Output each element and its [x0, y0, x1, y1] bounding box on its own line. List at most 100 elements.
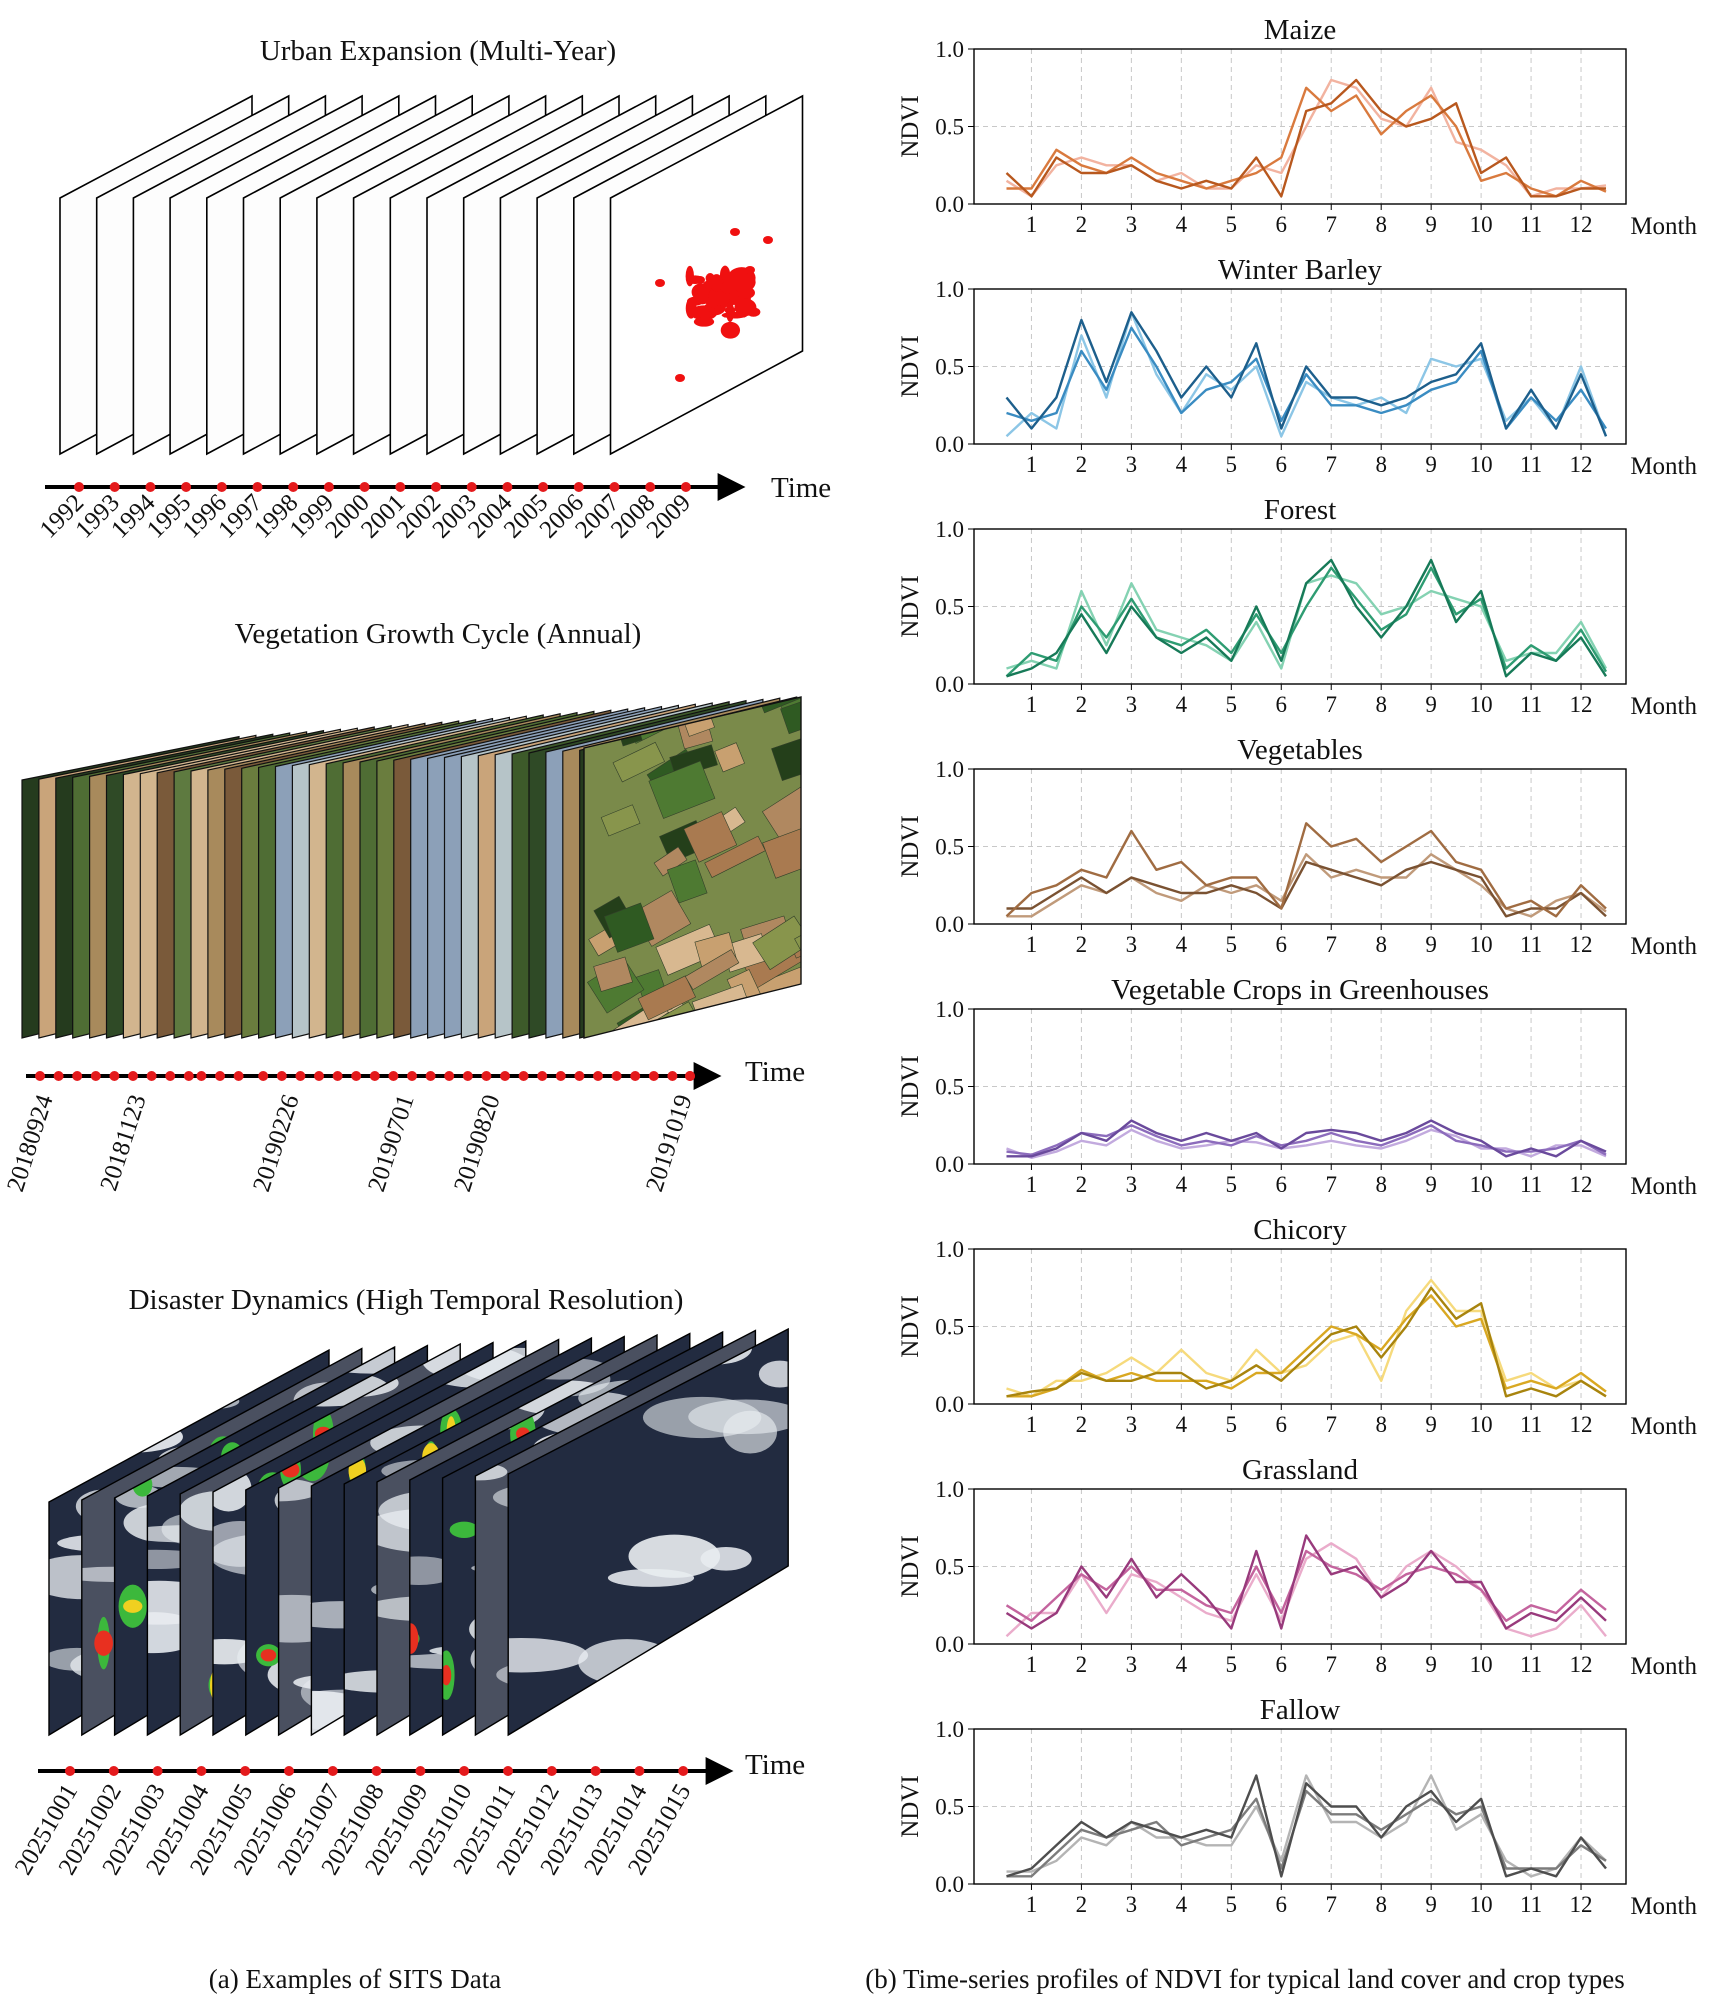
y-tick-label: 0.5	[935, 1555, 964, 1580]
plot-frame	[973, 288, 1627, 445]
plot-frame	[973, 528, 1627, 685]
time-dot	[276, 1071, 287, 1081]
time-dot	[196, 1071, 207, 1081]
storm-core	[143, 1347, 152, 1378]
time-dot	[53, 1071, 64, 1081]
time-dot	[371, 1766, 382, 1776]
y-tick-label: 0.5	[935, 1075, 964, 1100]
y-tick-label: 1.0	[935, 757, 964, 782]
chart-title: Winter Barley	[1218, 254, 1382, 286]
time-dot	[611, 1071, 622, 1081]
date-label: 20190820	[449, 1092, 506, 1195]
cloud	[663, 1636, 711, 1657]
time-dot	[415, 1766, 426, 1776]
chart-title: Forest	[1264, 494, 1337, 526]
time-dot	[680, 482, 691, 492]
x-tick-label: 11	[1520, 452, 1542, 477]
series-line	[1005, 311, 1608, 438]
plot-frame	[973, 1488, 1627, 1645]
series-line	[1006, 1774, 1607, 1878]
x-tick-label: 4	[1176, 932, 1188, 957]
caption: (a) Examples of SITS Data	[209, 1964, 501, 1994]
cloud	[362, 1341, 446, 1364]
time-dot	[90, 1071, 101, 1081]
x-tick-label: 4	[1176, 692, 1188, 717]
time-dot	[503, 1766, 513, 1776]
x-tick-label: 9	[1425, 1172, 1437, 1197]
time-dot	[35, 1071, 45, 1081]
x-axis-label: Month	[1630, 1413, 1697, 1440]
time-dot	[546, 1766, 557, 1776]
x-axis-label: Month	[1630, 1173, 1697, 1200]
x-tick-label: 1	[1026, 212, 1038, 237]
time-dot	[65, 1766, 75, 1776]
time-label: Time	[745, 1749, 805, 1781]
y-axis-label: NDVI	[897, 575, 924, 638]
time-dot	[181, 482, 192, 492]
time-dot	[128, 1071, 138, 1081]
x-tick-label: 9	[1425, 932, 1437, 957]
urban-patch	[685, 265, 695, 287]
time-dot	[462, 1071, 473, 1081]
x-tick-label: 3	[1126, 932, 1138, 957]
x-tick-label: 4	[1176, 1412, 1188, 1437]
y-tick-label: 1.0	[935, 517, 964, 542]
time-dot	[216, 482, 227, 492]
x-tick-label: 11	[1520, 1412, 1542, 1437]
y-tick-label: 0.5	[935, 115, 964, 140]
x-tick-label: 4	[1176, 452, 1188, 477]
x-tick-label: 7	[1325, 452, 1337, 477]
time-dot	[574, 1071, 585, 1081]
cloud	[578, 1639, 676, 1686]
field-patch	[704, 835, 766, 878]
x-tick-label: 5	[1226, 1412, 1238, 1437]
x-tick-label: 12	[1570, 1652, 1593, 1677]
image-frame	[507, 1327, 789, 1737]
storm	[95, 1372, 110, 1409]
series-line	[1006, 1128, 1607, 1159]
series-line	[1005, 78, 1606, 198]
field-patch	[666, 859, 708, 904]
time-dot	[183, 1071, 194, 1081]
caption: (b) Time-series profiles of NDVI for typ…	[865, 1964, 1625, 1994]
x-tick-label: 8	[1375, 1652, 1387, 1677]
x-tick-label: 12	[1570, 452, 1593, 477]
field-patch	[593, 956, 633, 992]
x-tick-label: 11	[1520, 1172, 1542, 1197]
x-tick-label: 6	[1276, 212, 1288, 237]
x-tick-label: 10	[1470, 212, 1493, 237]
series-line	[1006, 574, 1608, 670]
panel-title: Vegetation Growth Cycle (Annual)	[235, 618, 642, 650]
x-tick-label: 3	[1126, 1172, 1138, 1197]
time-dot	[537, 1071, 548, 1081]
chart-title: Grassland	[1242, 1454, 1358, 1486]
x-tick-label: 6	[1276, 1412, 1288, 1437]
time-dot	[196, 1766, 207, 1776]
x-tick-label: 7	[1325, 932, 1337, 957]
field-patch	[780, 697, 801, 735]
field-patch	[761, 785, 801, 847]
storm-core	[177, 1358, 191, 1388]
time-dot	[152, 1766, 163, 1776]
x-tick-label: 3	[1126, 1652, 1138, 1677]
x-tick-label: 10	[1470, 1652, 1493, 1677]
cloud	[673, 1660, 723, 1695]
x-tick-label: 6	[1276, 1652, 1288, 1677]
x-tick-label: 12	[1570, 932, 1593, 957]
x-tick-label: 8	[1375, 692, 1387, 717]
x-tick-label: 11	[1520, 1652, 1542, 1677]
storm-core	[123, 1599, 143, 1613]
y-axis-label: NDVI	[897, 1295, 924, 1358]
time-dot	[295, 1071, 306, 1081]
x-tick-label: 4	[1176, 212, 1188, 237]
field-patch	[612, 741, 665, 783]
x-tick-label: 7	[1325, 1412, 1337, 1437]
time-label: Time	[771, 472, 831, 504]
series-line	[1005, 78, 1607, 198]
x-tick-label: 7	[1325, 692, 1337, 717]
x-tick-label: 8	[1375, 1892, 1387, 1917]
storm	[449, 1521, 479, 1538]
x-tick-label: 2	[1076, 932, 1088, 957]
series-line	[1006, 1119, 1607, 1158]
